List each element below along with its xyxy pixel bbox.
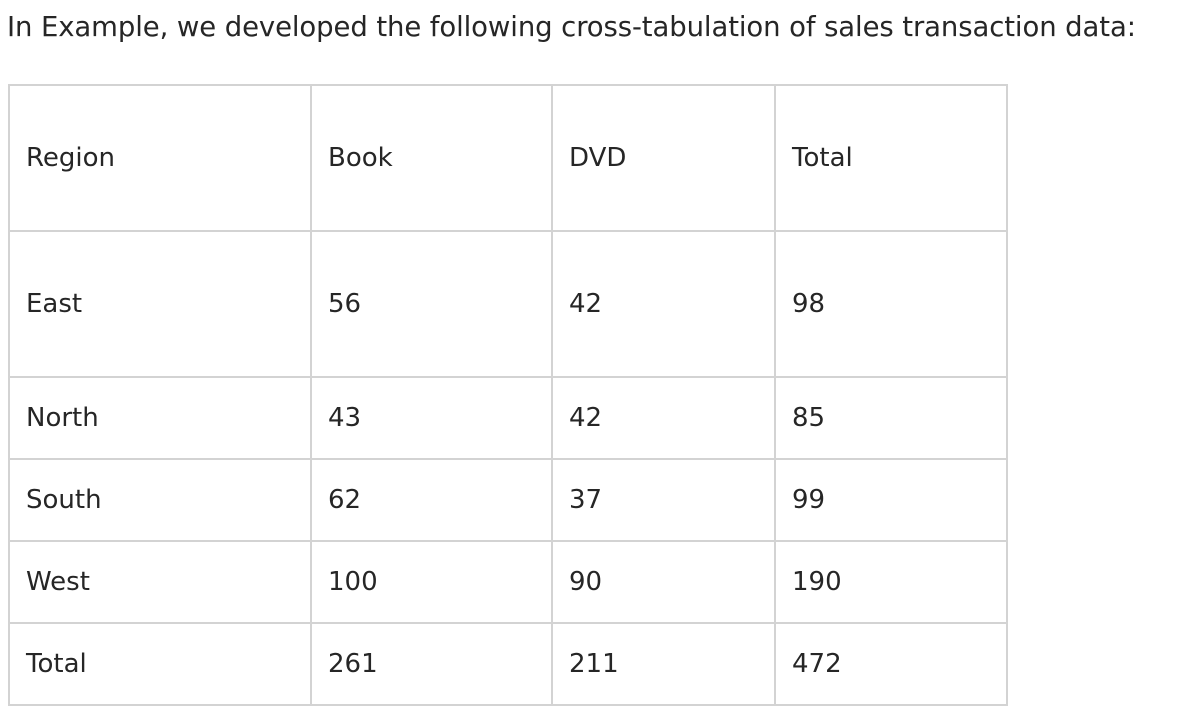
dvd-cell: 211 <box>551 622 776 706</box>
table-header-row: Region Book DVD Total <box>8 84 1008 232</box>
cross-tabulation-table: Region Book DVD Total East 56 42 98 Nort… <box>8 84 1008 706</box>
header-cell-dvd: DVD <box>551 84 776 232</box>
table-row-west: West 100 90 190 <box>8 540 1008 624</box>
table-row-north: North 43 42 85 <box>8 376 1008 460</box>
header-cell-total: Total <box>774 84 1008 232</box>
book-cell: 100 <box>310 540 553 624</box>
region-cell: North <box>8 376 312 460</box>
header-cell-region: Region <box>8 84 312 232</box>
region-cell: Total <box>8 622 312 706</box>
dvd-cell: 37 <box>551 458 776 542</box>
intro-text: In Example, we developed the following c… <box>7 11 1136 43</box>
total-cell: 85 <box>774 376 1008 460</box>
total-cell: 99 <box>774 458 1008 542</box>
total-cell: 98 <box>774 230 1008 378</box>
table-row-total: Total 261 211 472 <box>8 622 1008 706</box>
region-cell: South <box>8 458 312 542</box>
region-cell: East <box>8 230 312 378</box>
book-cell: 62 <box>310 458 553 542</box>
total-cell: 472 <box>774 622 1008 706</box>
header-cell-book: Book <box>310 84 553 232</box>
dvd-cell: 42 <box>551 230 776 378</box>
dvd-cell: 42 <box>551 376 776 460</box>
dvd-cell: 90 <box>551 540 776 624</box>
region-cell: West <box>8 540 312 624</box>
book-cell: 56 <box>310 230 553 378</box>
book-cell: 261 <box>310 622 553 706</box>
table-row-east: East 56 42 98 <box>8 230 1008 378</box>
total-cell: 190 <box>774 540 1008 624</box>
book-cell: 43 <box>310 376 553 460</box>
table-row-south: South 62 37 99 <box>8 458 1008 542</box>
